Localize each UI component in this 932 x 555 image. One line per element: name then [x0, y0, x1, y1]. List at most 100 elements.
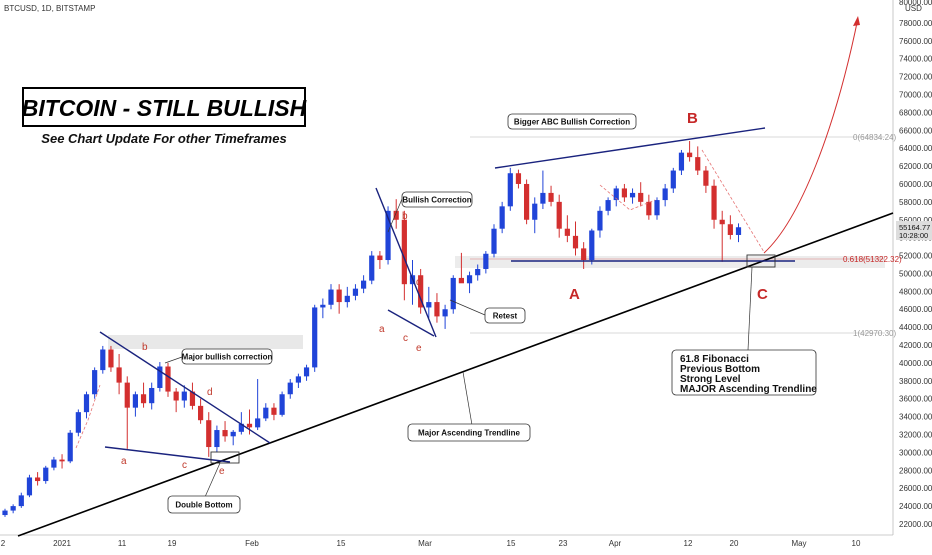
candle-body	[279, 394, 285, 415]
abc-upper-line[interactable]	[494, 127, 766, 169]
fib-label-mid: 0.618(51322.32)	[843, 255, 902, 264]
candle-body	[165, 366, 171, 392]
support-zone-band	[108, 335, 303, 349]
callout-pointer	[204, 462, 221, 498]
candle-body	[613, 188, 619, 201]
candle-body	[621, 188, 627, 198]
triangle1-lower-line[interactable]	[104, 446, 231, 463]
candle-body	[556, 201, 562, 229]
candle-body	[426, 302, 432, 308]
chart-title: BITCOIN - STILL BULLISH	[22, 95, 307, 121]
candle-body	[255, 418, 261, 428]
y-tick-label: 72000.00	[899, 73, 932, 82]
x-tick-label: Feb	[245, 539, 259, 548]
candle-body	[116, 367, 122, 383]
wedge2-upper-line[interactable]	[375, 187, 437, 338]
x-tick-label: 10	[852, 539, 861, 548]
candle-body	[67, 432, 73, 462]
candle-body	[458, 277, 464, 284]
x-tick-label: 15	[337, 539, 346, 548]
wave-label: c	[182, 460, 187, 471]
candle-body	[35, 477, 41, 482]
candle-body	[719, 219, 725, 225]
candle-body	[524, 183, 530, 220]
x-tick-label: 19	[168, 539, 177, 548]
info-pointer	[747, 266, 753, 351]
y-tick-label: 42000.00	[899, 341, 932, 350]
candle-body	[564, 228, 570, 236]
wedge2-lower-line[interactable]	[387, 309, 435, 337]
x-tick-label: Apr	[609, 539, 622, 548]
y-tick-label: 46000.00	[899, 305, 932, 314]
projection-arrowhead	[853, 16, 860, 26]
x-tick-label: 20	[730, 539, 739, 548]
candle-body	[687, 152, 693, 158]
candle-body	[320, 304, 326, 308]
callout-trendline-box	[407, 423, 531, 442]
candle-body	[124, 382, 130, 408]
triangle1-upper-line[interactable]	[99, 331, 271, 444]
candle-body	[385, 210, 391, 261]
candle-body	[369, 255, 375, 281]
fib-label-top: 0(64834.24)	[853, 133, 896, 142]
candle-body	[230, 431, 236, 437]
info-line-2: Previous Bottom	[680, 364, 760, 375]
candle-body	[312, 307, 318, 368]
currency-label: USD	[905, 4, 922, 13]
candle-body	[589, 230, 595, 261]
candle-body	[532, 203, 538, 220]
y-tick-label: 34000.00	[899, 413, 932, 422]
callout-retest: Retest	[493, 312, 518, 321]
current-price-value: 55164.77	[899, 223, 930, 232]
time-axis[interactable]: 2 2021 11 19 Feb 15 Mar 15 23 Apr 12 20 May 10	[0, 534, 893, 548]
candle-body	[198, 405, 204, 421]
callout-major-bullish-box	[181, 348, 273, 365]
title-box	[22, 87, 306, 127]
y-tick-label: 22000.00	[899, 520, 932, 529]
y-tick-label: 58000.00	[899, 198, 932, 207]
candle-body	[303, 367, 310, 377]
y-tick-label: 24000.00	[899, 502, 932, 511]
candle-body	[206, 420, 212, 448]
candle-body	[581, 248, 587, 261]
x-tick-label: 11	[118, 539, 127, 548]
candle-body	[401, 219, 407, 285]
callout-bullish-correction: Bullish Correction	[402, 196, 471, 205]
candle-body	[629, 192, 636, 198]
y-tick-label: 68000.00	[899, 108, 932, 117]
x-tick-label: 12	[684, 539, 693, 548]
wave-label: c	[403, 333, 408, 344]
candle-body	[678, 152, 685, 171]
candle-body	[548, 192, 554, 202]
candle-body	[572, 235, 579, 249]
candle-body	[703, 170, 709, 186]
candle-body	[10, 506, 16, 511]
candle-body	[727, 224, 733, 235]
candle-body	[83, 394, 90, 413]
candle-body	[75, 412, 81, 433]
candle-body	[352, 288, 359, 296]
wave-label-C: C	[757, 286, 768, 303]
y-tick-label: 52000.00	[899, 252, 932, 261]
x-tick-label: 23	[559, 539, 568, 548]
callout-trendline: Major Ascending Trendline	[418, 429, 520, 438]
price-axis[interactable]: 22000.00 24000.00 26000.00 28000.00 30000.00…	[892, 0, 932, 550]
y-tick-label: 28000.00	[899, 466, 932, 475]
current-price-countdown: 10:28:00	[899, 231, 928, 240]
current-price-tag	[896, 221, 932, 240]
y-tick-label: 38000.00	[899, 377, 932, 386]
y-tick-label: 56000.00	[899, 216, 932, 225]
callout-major-bullish: Major bullish correction	[182, 353, 273, 362]
y-tick-label: 74000.00	[899, 55, 932, 64]
candle-body	[507, 173, 513, 207]
candle-body	[361, 280, 367, 289]
candle-body	[434, 302, 440, 317]
candle-body	[132, 394, 138, 408]
wave-label: e	[416, 343, 422, 354]
callout-pointer	[449, 299, 486, 316]
y-tick-label: 36000.00	[899, 395, 932, 404]
candle-body	[638, 192, 644, 202]
